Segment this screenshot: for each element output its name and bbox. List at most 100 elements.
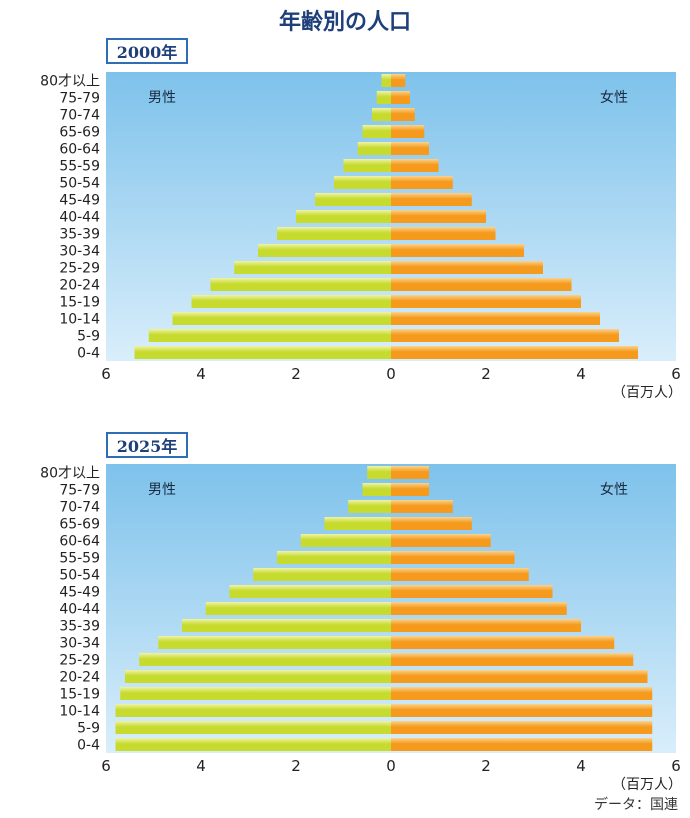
bar-female — [391, 738, 653, 751]
legend-female: 女性 — [600, 481, 628, 498]
bar-male — [229, 585, 391, 598]
bar-female — [391, 704, 653, 717]
population-pyramid-2000: 男性 女性80才以上75-7970-7465-6960-6455-5950-544… — [40, 72, 682, 401]
category-label: 65-69 — [59, 517, 100, 533]
bar-male — [277, 551, 391, 564]
category-label: 75-79 — [59, 483, 100, 499]
bar-male — [158, 636, 391, 649]
bar-female — [391, 125, 425, 138]
category-label: 0-4 — [77, 346, 100, 362]
bar-female — [391, 210, 486, 223]
category-label: 35-39 — [59, 619, 100, 635]
bar-male — [115, 738, 391, 751]
x-tick-label: 6 — [101, 365, 111, 383]
category-label: 70-74 — [59, 108, 100, 124]
x-unit-label: （百万人） — [612, 777, 682, 793]
category-label: 20-24 — [59, 670, 100, 686]
bar-male — [210, 278, 391, 291]
x-tick-label: 4 — [576, 757, 586, 775]
bar-female — [391, 483, 429, 496]
category-label: 15-19 — [59, 295, 100, 311]
bar-female — [391, 619, 581, 632]
chart-title: 年齢別の人口 — [278, 9, 411, 35]
bar-male — [334, 176, 391, 189]
category-label: 55-59 — [59, 159, 100, 175]
category-label: 20-24 — [59, 278, 100, 294]
bar-male — [372, 108, 391, 121]
bar-female — [391, 176, 453, 189]
bar-female — [391, 91, 410, 104]
bar-male — [357, 142, 391, 155]
category-label: 25-29 — [59, 261, 100, 277]
bar-female — [391, 346, 638, 359]
category-label: 5-9 — [77, 329, 100, 345]
bar-female — [391, 551, 515, 564]
category-label: 55-59 — [59, 551, 100, 567]
bar-male — [253, 568, 391, 581]
x-tick-label: 2 — [291, 365, 301, 383]
x-tick-label: 4 — [196, 365, 206, 383]
legend-male: 男性 — [148, 482, 176, 498]
bar-male — [205, 602, 391, 615]
category-label: 30-34 — [59, 244, 100, 260]
bar-male — [362, 483, 391, 496]
year-badge-2025: 2025年 — [106, 432, 188, 458]
category-label: 35-39 — [59, 227, 100, 243]
category-label: 45-49 — [59, 193, 100, 209]
bar-female — [391, 244, 524, 257]
x-tick-label: 4 — [576, 365, 586, 383]
category-label: 5-9 — [77, 721, 100, 737]
category-label: 10-14 — [59, 312, 100, 328]
bar-female — [391, 500, 453, 513]
bar-female — [391, 142, 429, 155]
bar-female — [391, 602, 567, 615]
bar-male — [300, 534, 391, 547]
bar-male — [324, 517, 391, 530]
bar-male — [115, 721, 391, 734]
bar-male — [296, 210, 391, 223]
category-label: 50-54 — [59, 176, 100, 192]
category-label: 40-44 — [59, 210, 100, 226]
bar-female — [391, 568, 529, 581]
x-tick-label: 4 — [196, 757, 206, 775]
bar-female — [391, 74, 406, 87]
bar-female — [391, 670, 648, 683]
legend-male: 男性 — [148, 90, 176, 106]
bar-male — [234, 261, 391, 274]
bar-female — [391, 466, 429, 479]
bar-female — [391, 517, 472, 530]
x-tick-label: 0 — [386, 365, 396, 383]
bar-female — [391, 329, 619, 342]
category-label: 80才以上 — [40, 466, 100, 482]
category-label: 40-44 — [59, 602, 100, 618]
bar-female — [391, 295, 581, 308]
category-label: 70-74 — [59, 500, 100, 516]
bar-male — [315, 193, 391, 206]
bar-male — [139, 653, 391, 666]
year-badge-2000: 2000年 — [106, 38, 188, 64]
bar-male — [381, 74, 391, 87]
category-label: 65-69 — [59, 125, 100, 141]
bar-male — [277, 227, 391, 240]
category-label: 10-14 — [59, 704, 100, 720]
x-tick-label: 6 — [101, 757, 111, 775]
bar-female — [391, 108, 415, 121]
bar-female — [391, 193, 472, 206]
bar-male — [362, 125, 391, 138]
bar-female — [391, 653, 634, 666]
bar-male — [120, 687, 391, 700]
category-label: 80才以上 — [40, 74, 100, 90]
category-label: 15-19 — [59, 687, 100, 703]
x-tick-label: 6 — [671, 757, 681, 775]
x-tick-label: 2 — [291, 757, 301, 775]
bar-male — [343, 159, 391, 172]
bar-male — [134, 346, 391, 359]
bar-female — [391, 721, 653, 734]
bar-male — [182, 619, 391, 632]
x-tick-label: 6 — [671, 365, 681, 383]
bar-female — [391, 159, 439, 172]
bar-male — [367, 466, 391, 479]
bar-female — [391, 636, 615, 649]
bar-male — [376, 91, 391, 104]
category-label: 25-29 — [59, 653, 100, 669]
